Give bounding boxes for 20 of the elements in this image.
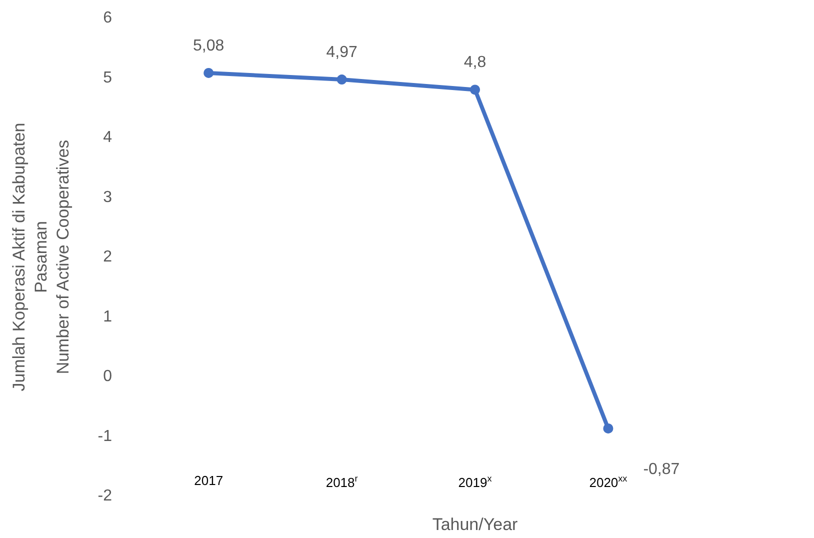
y-tick-label: -2	[98, 488, 112, 504]
data-label: 4,8	[464, 54, 486, 72]
y-tick-label: 4	[103, 129, 112, 146]
point	[204, 68, 214, 78]
data-label: 4,97	[326, 44, 358, 62]
y-tick-label: 6	[103, 10, 112, 26]
y-tick-label: -1	[98, 428, 112, 445]
y-axis-title: Jumlah Koperasi Aktif di Kabupaten Pasaman Number of Active Cooperatives	[10, 122, 72, 392]
y-tick-label: 0	[103, 368, 112, 385]
x-tick-label: 2017	[194, 473, 224, 488]
y-tick-label: 2	[103, 248, 112, 266]
point	[336, 74, 347, 85]
y-tick-label: 5	[103, 69, 112, 86]
data-label: -0,87	[643, 460, 680, 478]
point	[603, 423, 614, 434]
y-tick-label: 3	[103, 188, 112, 206]
x-axis-title: Tahun/Year	[432, 515, 518, 534]
data-label: 5,08	[193, 37, 224, 54]
y-tick-label: 1	[103, 308, 112, 326]
point	[470, 84, 480, 95]
